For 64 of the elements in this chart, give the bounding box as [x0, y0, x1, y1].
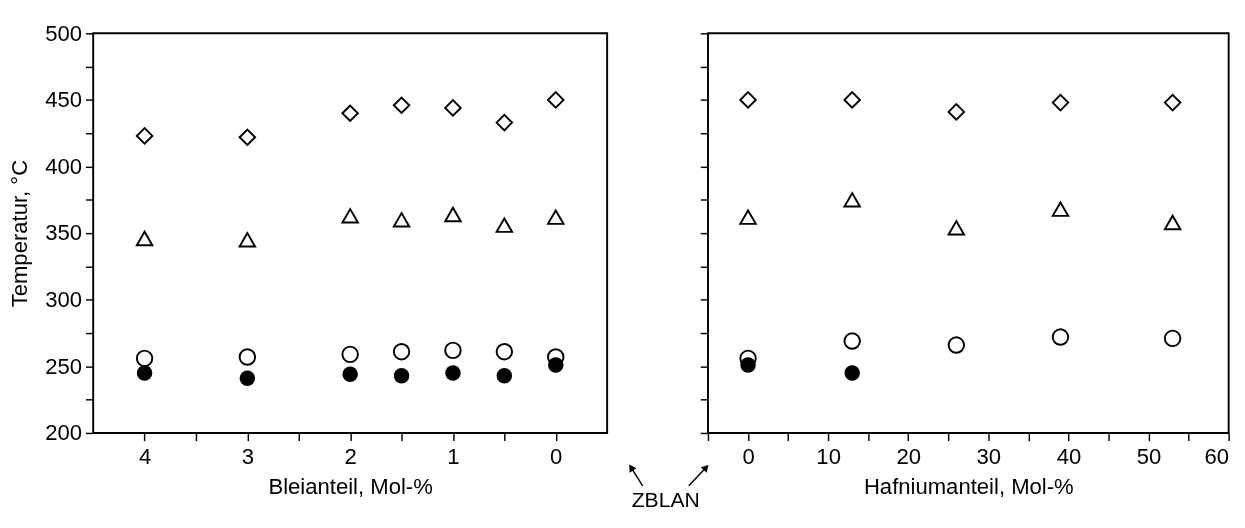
point — [1163, 329, 1182, 348]
text: ZBLAN — [631, 487, 700, 511]
y-tick-label: 450 — [45, 87, 83, 113]
point — [1051, 201, 1070, 217]
point — [444, 99, 462, 117]
x-tick-label: 40 — [1056, 444, 1082, 470]
point — [341, 104, 359, 122]
point — [843, 332, 861, 350]
point — [341, 208, 359, 224]
point — [495, 343, 514, 361]
point — [739, 91, 757, 109]
point — [135, 230, 154, 247]
point — [947, 336, 966, 354]
y-tick-label: 250 — [45, 353, 83, 379]
point — [392, 212, 411, 228]
y-tick-label: 350 — [45, 220, 83, 246]
y-tick-label: 400 — [45, 153, 83, 179]
point — [547, 91, 565, 109]
x-tick-label: 1 — [447, 444, 460, 470]
point — [844, 365, 860, 381]
point — [843, 91, 861, 109]
x-axis-title: Bleianteil, Mol-% — [268, 473, 433, 499]
point — [1051, 93, 1070, 112]
point — [444, 206, 462, 223]
x-tick-label: 2 — [344, 444, 357, 470]
point — [1163, 93, 1182, 112]
point — [135, 349, 154, 368]
point — [342, 366, 358, 383]
point — [843, 192, 861, 208]
x-tick-label: 0 — [742, 444, 755, 470]
x-tick-label: 0 — [550, 444, 563, 470]
point — [444, 341, 462, 360]
point — [445, 365, 461, 381]
point — [496, 367, 513, 384]
point — [239, 370, 256, 387]
point — [1163, 214, 1182, 231]
point — [739, 209, 757, 225]
x-tick-label: 10 — [816, 444, 841, 470]
x-tick-label: 3 — [241, 444, 254, 470]
point — [495, 113, 514, 132]
point — [341, 345, 359, 364]
point — [392, 343, 411, 361]
point — [547, 209, 565, 225]
point — [947, 103, 966, 121]
point — [238, 348, 257, 366]
x-axis-title: Hafniumanteil, Mol-% — [863, 473, 1074, 499]
point — [392, 96, 411, 114]
point — [947, 220, 966, 236]
x-tick-label: 20 — [896, 444, 922, 470]
point — [238, 232, 257, 248]
point — [238, 128, 257, 146]
y-tick-label: 300 — [45, 286, 83, 312]
x-tick-label: 30 — [976, 444, 1002, 470]
point — [495, 217, 514, 233]
point — [1051, 328, 1070, 346]
y-tick-label: 500 — [45, 20, 83, 46]
x-tick-label: 4 — [138, 444, 152, 470]
point — [135, 127, 154, 145]
point — [136, 365, 153, 381]
x-tick-label: 50 — [1136, 444, 1162, 470]
point — [393, 367, 410, 384]
x-tick-label: 60 — [1204, 444, 1230, 470]
y-axis-title: Temperatur, °C — [7, 159, 33, 308]
y-tick-label: 200 — [45, 420, 83, 446]
